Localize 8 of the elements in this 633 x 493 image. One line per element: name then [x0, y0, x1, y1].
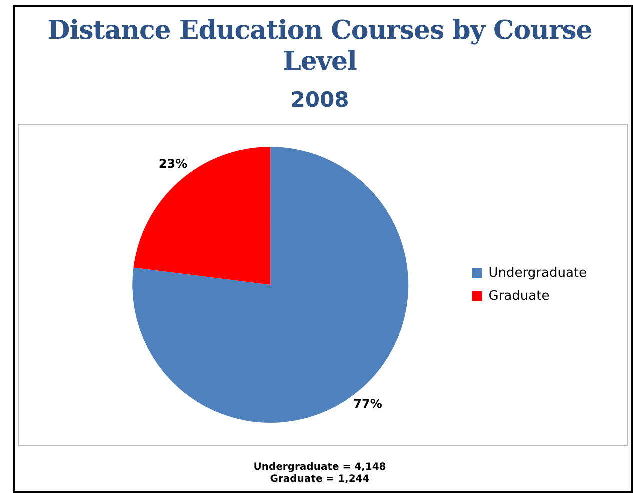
data-label: 77%	[354, 397, 382, 412]
text: Undergraduate = 4,148	[252, 462, 388, 474]
text: Graduate = 1,244	[269, 474, 371, 486]
legend-label: Graduate	[488, 288, 550, 304]
data-label: 23%	[158, 157, 188, 172]
chart-subtitle: 2008	[290, 88, 350, 112]
chart-title: Distance Education Courses by Course Level	[46, 16, 594, 78]
legend-label: Undergraduate	[488, 266, 588, 281]
